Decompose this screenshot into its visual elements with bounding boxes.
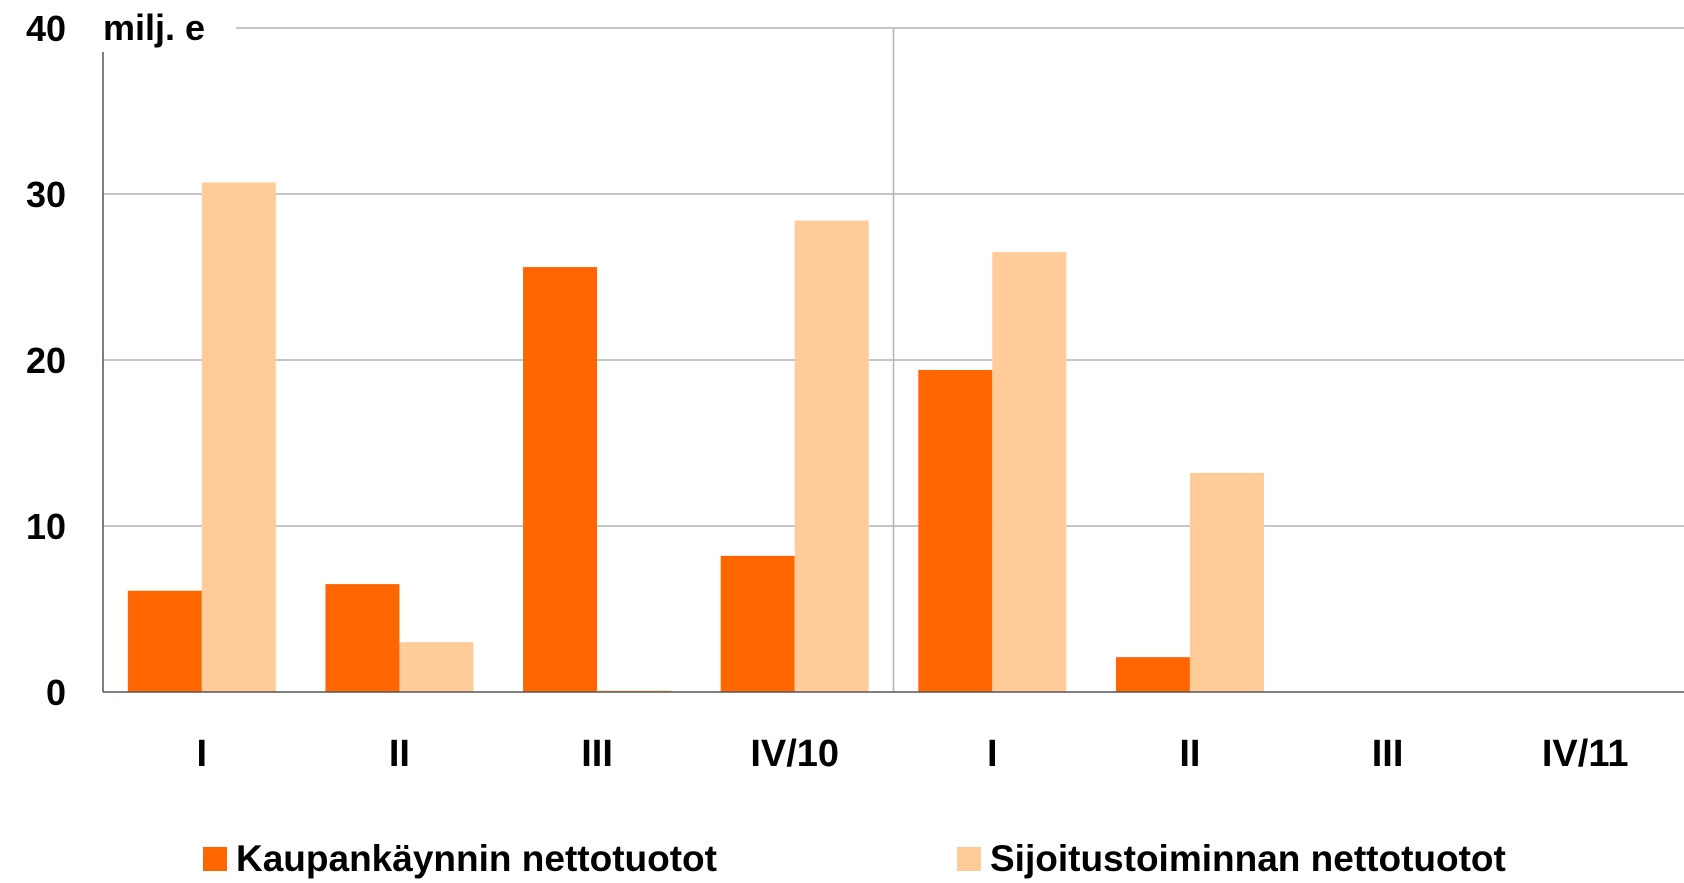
x-tick-label: II bbox=[389, 733, 410, 775]
legend-swatch-kaupankaynti bbox=[203, 847, 227, 871]
bar-s1-0 bbox=[127, 590, 202, 692]
bar-s2-1 bbox=[399, 642, 474, 692]
y-tick-label: 0 bbox=[46, 672, 66, 713]
y-tick-label: 30 bbox=[26, 174, 66, 215]
bar-s2-3 bbox=[794, 220, 869, 692]
axes bbox=[102, 52, 1684, 693]
legend-swatch-sijoitustoiminta bbox=[957, 847, 981, 871]
gridlines bbox=[103, 27, 1684, 692]
legend-item-sijoitustoiminta: Sijoitustoiminnan nettotuotot bbox=[957, 838, 1506, 880]
y-unit-label: milj. e bbox=[103, 7, 205, 48]
bar-s1-4 bbox=[918, 369, 993, 692]
bar-s2-5 bbox=[1189, 472, 1264, 692]
legend-item-kaupankaynti: Kaupankäynnin nettotuotot bbox=[203, 838, 717, 880]
legend-label-sijoitustoiminta: Sijoitustoiminnan nettotuotot bbox=[990, 838, 1506, 879]
bars bbox=[127, 182, 1264, 692]
bar-s2-4 bbox=[992, 252, 1067, 692]
bar-s1-2 bbox=[523, 267, 598, 692]
bar-s1-5 bbox=[1115, 657, 1190, 692]
x-tick-label: III bbox=[581, 733, 613, 775]
x-tick-label: IV/10 bbox=[750, 733, 839, 775]
bar-s1-1 bbox=[325, 584, 400, 692]
y-tick-label: 40 bbox=[26, 8, 66, 49]
x-tick-label: I bbox=[197, 733, 208, 775]
x-tick-label: III bbox=[1372, 733, 1404, 775]
bar-s2-0 bbox=[201, 182, 276, 692]
bar-s2-2 bbox=[597, 690, 672, 692]
legend-label-kaupankaynti: Kaupankäynnin nettotuotot bbox=[236, 838, 717, 879]
y-tick-label: 20 bbox=[26, 340, 66, 381]
x-tick-label: II bbox=[1179, 733, 1200, 775]
bar-s1-3 bbox=[720, 555, 795, 692]
x-tick-label: I bbox=[987, 733, 998, 775]
y-tick-label: 10 bbox=[26, 506, 66, 547]
x-tick-label: IV/11 bbox=[1542, 733, 1629, 775]
legend: Kaupankäynnin nettotuotot Sijoitustoimin… bbox=[0, 838, 1684, 883]
